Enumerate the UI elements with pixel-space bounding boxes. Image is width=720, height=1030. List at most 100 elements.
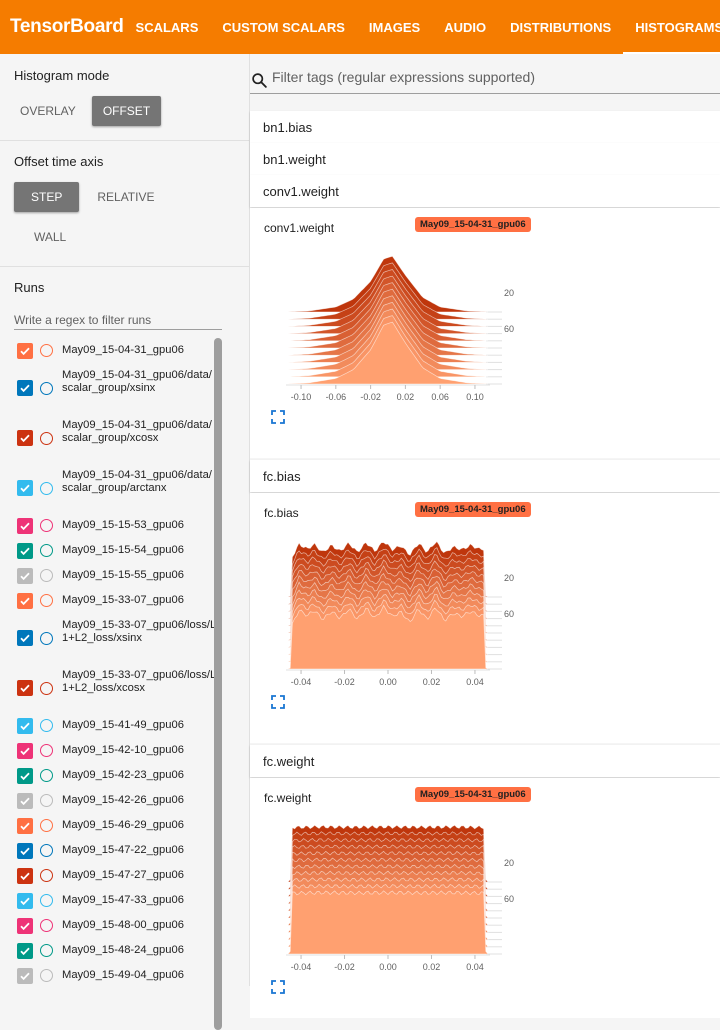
- run-checkbox[interactable]: [17, 567, 33, 584]
- run-label: May09_15-15-53_gpu06: [62, 519, 184, 531]
- expand-icon[interactable]: [271, 695, 285, 709]
- run-color-radio[interactable]: [40, 794, 53, 807]
- step-tick-label: 60: [504, 609, 514, 619]
- run-item[interactable]: May09_15-42-23_gpu06: [0, 763, 214, 788]
- run-item[interactable]: May09_15-42-10_gpu06: [0, 738, 214, 763]
- run-item[interactable]: May09_15-15-53_gpu06: [0, 513, 214, 538]
- run-item[interactable]: May09_15-49-04_gpu06: [0, 963, 214, 988]
- run-item[interactable]: May09_15-47-27_gpu06: [0, 863, 214, 888]
- run-checkbox[interactable]: [17, 430, 33, 446]
- run-color-radio[interactable]: [40, 431, 53, 445]
- run-item[interactable]: May09_15-48-24_gpu06: [0, 938, 214, 963]
- run-item[interactable]: May09_15-46-29_gpu06: [0, 813, 214, 838]
- run-color-radio[interactable]: [40, 819, 53, 832]
- tag-group-name: fc.bias: [263, 468, 301, 484]
- run-item[interactable]: May09_15-41-49_gpu06: [0, 713, 214, 738]
- checkmark-icon: [20, 947, 30, 955]
- run-color-radio[interactable]: [40, 944, 53, 957]
- run-checkbox[interactable]: [17, 842, 33, 859]
- run-color-radio[interactable]: [40, 481, 53, 495]
- run-checkbox[interactable]: [17, 542, 33, 559]
- run-checkbox[interactable]: [17, 817, 33, 834]
- card-title: fc.bias: [264, 506, 299, 520]
- tab-scalars[interactable]: SCALARS: [135, 19, 199, 35]
- run-color-radio[interactable]: [40, 744, 53, 757]
- run-item[interactable]: May09_15-42-26_gpu06: [0, 788, 214, 813]
- run-checkbox[interactable]: [17, 942, 33, 959]
- run-checkbox[interactable]: [17, 892, 33, 909]
- run-item[interactable]: May09_15-04-31_gpu06/data/scalar_group/x…: [0, 363, 214, 413]
- app-title: TensorBoard: [10, 16, 124, 37]
- x-tick-label: -0.06: [326, 392, 347, 402]
- run-color-radio[interactable]: [40, 769, 53, 782]
- tag-group-conv1-weight[interactable]: conv1.weight: [250, 175, 720, 207]
- run-item[interactable]: May09_15-33-07_gpu06: [0, 588, 214, 613]
- run-checkbox[interactable]: [17, 867, 33, 884]
- expand-icon[interactable]: [271, 410, 285, 424]
- step-button[interactable]: STEP: [14, 182, 80, 212]
- run-checkbox[interactable]: [17, 480, 33, 496]
- run-color-radio[interactable]: [40, 869, 53, 882]
- run-color-radio[interactable]: [40, 844, 53, 857]
- run-color-radio[interactable]: [40, 631, 53, 645]
- tag-group-fc-weight[interactable]: fc.weight: [250, 745, 720, 777]
- tag-group-fc-bias[interactable]: fc.bias: [250, 460, 720, 492]
- run-checkbox[interactable]: [17, 917, 33, 934]
- run-color-radio[interactable]: [40, 344, 53, 357]
- histogram-chart: 20 60 -0.04 -0.02 0.00 0.02 0.04: [286, 824, 514, 972]
- run-item[interactable]: May09_15-15-54_gpu06: [0, 538, 214, 563]
- run-item[interactable]: May09_15-33-07_gpu06/loss/L1+L2_loss/xco…: [0, 663, 216, 713]
- run-item[interactable]: May09_15-04-31_gpu06/data/scalar_group/x…: [0, 413, 214, 463]
- run-label: May09_15-47-22_gpu06: [62, 844, 184, 856]
- run-checkbox[interactable]: [17, 342, 33, 359]
- divider: [0, 140, 250, 141]
- run-checkbox[interactable]: [17, 967, 33, 984]
- run-color-radio[interactable]: [40, 381, 53, 395]
- offset-button[interactable]: OFFSET: [91, 96, 162, 126]
- run-item[interactable]: May09_15-15-55_gpu06: [0, 563, 214, 588]
- run-item[interactable]: May09_15-47-22_gpu06: [0, 838, 214, 863]
- run-color-radio[interactable]: [40, 919, 53, 932]
- run-color-radio[interactable]: [40, 519, 53, 532]
- run-checkbox[interactable]: [17, 792, 33, 809]
- run-color-radio[interactable]: [40, 544, 53, 557]
- overlay-button[interactable]: OVERLAY: [20, 104, 76, 118]
- tab-images[interactable]: IMAGES: [368, 19, 421, 35]
- run-item[interactable]: May09_15-47-33_gpu06: [0, 888, 214, 913]
- tab-custom-scalars[interactable]: CUSTOM SCALARS: [222, 19, 345, 35]
- tab-distributions[interactable]: DISTRIBUTIONS: [510, 19, 612, 35]
- expand-icon[interactable]: [271, 980, 285, 994]
- wall-button[interactable]: WALL: [34, 230, 67, 244]
- run-color-radio[interactable]: [40, 894, 53, 907]
- relative-button[interactable]: RELATIVE: [97, 190, 155, 204]
- run-checkbox[interactable]: [17, 380, 33, 396]
- tag-filter-input[interactable]: [272, 69, 712, 85]
- tag-group-bn1-bias[interactable]: bn1.bias: [250, 111, 720, 143]
- run-checkbox[interactable]: [17, 742, 33, 759]
- run-item[interactable]: May09_15-04-31_gpu06: [0, 338, 214, 363]
- run-filter-input[interactable]: [14, 310, 222, 330]
- x-tick-label: -0.04: [291, 677, 312, 687]
- run-checkbox[interactable]: [17, 717, 33, 734]
- run-item[interactable]: May09_15-48-00_gpu06: [0, 913, 214, 938]
- run-checkbox[interactable]: [17, 517, 33, 534]
- tab-audio[interactable]: AUDIO: [444, 19, 487, 35]
- run-checkbox[interactable]: [17, 680, 33, 696]
- run-color-radio[interactable]: [40, 594, 53, 607]
- histogram-card: conv1.weight May09_15-04-31_gpu06 20 60 -0…: [250, 208, 720, 458]
- run-checkbox[interactable]: [17, 592, 33, 609]
- run-checkbox[interactable]: [17, 630, 33, 646]
- runs-scrollbar[interactable]: [214, 338, 222, 1030]
- run-item[interactable]: May09_15-04-31_gpu06/data/scalar_group/a…: [0, 463, 214, 513]
- run-color-radio[interactable]: [40, 681, 53, 695]
- sidebar: Histogram mode OVERLAY OFFSET Offset tim…: [0, 54, 250, 1030]
- run-color-radio[interactable]: [40, 569, 53, 582]
- run-color-radio[interactable]: [40, 969, 53, 982]
- offset-time-axis-title: Offset time axis: [14, 154, 104, 169]
- run-color-radio[interactable]: [40, 719, 53, 732]
- run-item[interactable]: May09_15-33-07_gpu06/loss/L1+L2_loss/xsi…: [0, 613, 216, 663]
- x-tick-label: -0.04: [291, 962, 312, 972]
- tag-group-bn1-weight[interactable]: bn1.weight: [250, 143, 720, 175]
- run-checkbox[interactable]: [17, 767, 33, 784]
- tab-histograms[interactable]: HISTOGRAMS: [623, 0, 720, 54]
